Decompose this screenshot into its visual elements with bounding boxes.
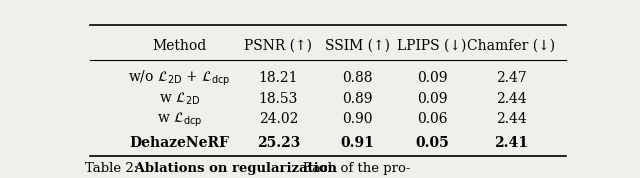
Text: 2.41: 2.41 [495, 136, 529, 150]
Text: LPIPS (↓): LPIPS (↓) [397, 39, 467, 53]
Text: 0.90: 0.90 [342, 112, 373, 126]
Text: 24.02: 24.02 [259, 112, 298, 126]
Text: 0.91: 0.91 [341, 136, 374, 150]
Text: 0.05: 0.05 [415, 136, 449, 150]
Text: Method: Method [152, 39, 206, 53]
Text: Ablations on regularization: Ablations on regularization [129, 161, 337, 174]
Text: 25.23: 25.23 [257, 136, 300, 150]
Text: 18.21: 18.21 [259, 71, 298, 85]
Text: 0.09: 0.09 [417, 71, 447, 85]
Text: 0.89: 0.89 [342, 92, 373, 106]
Text: 18.53: 18.53 [259, 92, 298, 106]
Text: DehazeNeRF: DehazeNeRF [129, 136, 229, 150]
Text: Table 2:: Table 2: [85, 161, 143, 174]
Text: 0.88: 0.88 [342, 71, 373, 85]
Text: w $\mathcal{L}_{\mathrm{dcp}}$: w $\mathcal{L}_{\mathrm{dcp}}$ [157, 110, 202, 129]
Text: 2.44: 2.44 [496, 92, 527, 106]
Text: 2.47: 2.47 [496, 71, 527, 85]
Text: Each of the pro-: Each of the pro- [290, 161, 410, 174]
Text: 2.44: 2.44 [496, 112, 527, 126]
Text: w $\mathcal{L}_{\mathrm{2D}}$: w $\mathcal{L}_{\mathrm{2D}}$ [159, 91, 200, 107]
Text: PSNR (↑): PSNR (↑) [244, 39, 312, 53]
Text: 0.06: 0.06 [417, 112, 447, 126]
Text: Chamfer (↓): Chamfer (↓) [467, 39, 556, 53]
Text: SSIM (↑): SSIM (↑) [325, 39, 390, 53]
Text: w/o $\mathcal{L}_{\mathrm{2D}}$ + $\mathcal{L}_{\mathrm{dcp}}$: w/o $\mathcal{L}_{\mathrm{2D}}$ + $\math… [128, 69, 230, 88]
Text: 0.09: 0.09 [417, 92, 447, 106]
